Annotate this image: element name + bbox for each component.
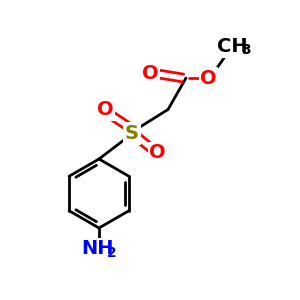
Text: O: O (97, 100, 113, 119)
Text: O: O (200, 68, 217, 88)
Text: 3: 3 (241, 44, 251, 57)
Text: O: O (149, 143, 166, 163)
Text: S: S (125, 124, 139, 143)
Text: O: O (142, 64, 158, 83)
Text: NH: NH (81, 239, 114, 259)
Text: 2: 2 (107, 246, 116, 260)
Text: CH: CH (217, 37, 248, 56)
